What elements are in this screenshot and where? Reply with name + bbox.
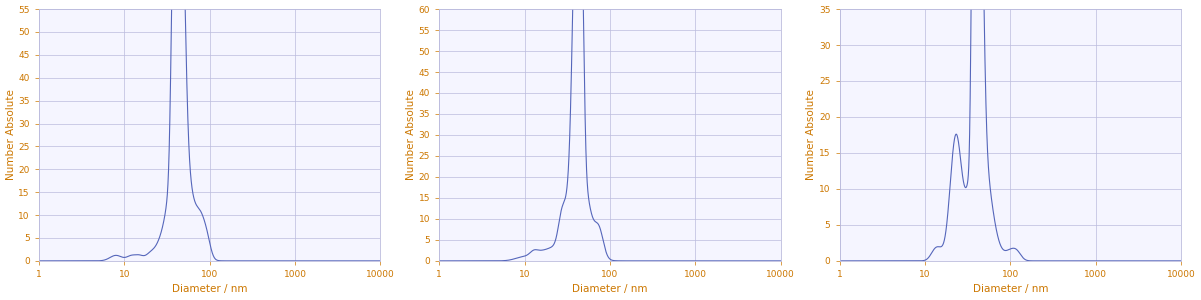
X-axis label: Diameter / nm: Diameter / nm bbox=[973, 284, 1048, 294]
X-axis label: Diameter / nm: Diameter / nm bbox=[172, 284, 247, 294]
Y-axis label: Number Absolute: Number Absolute bbox=[6, 89, 16, 180]
X-axis label: Diameter / nm: Diameter / nm bbox=[572, 284, 647, 294]
Y-axis label: Number Absolute: Number Absolute bbox=[406, 89, 416, 180]
Y-axis label: Number Absolute: Number Absolute bbox=[806, 89, 817, 180]
